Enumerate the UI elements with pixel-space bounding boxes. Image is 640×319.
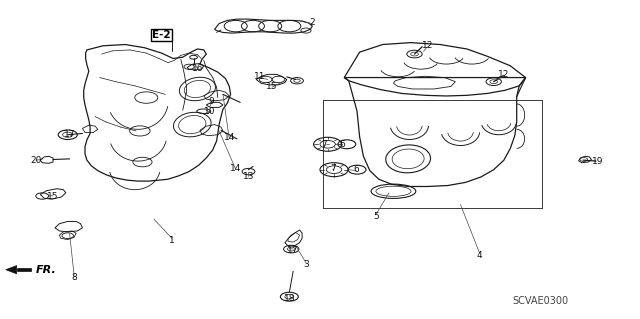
Text: 14: 14 <box>223 133 235 142</box>
Text: 12: 12 <box>498 70 509 79</box>
Text: E-2: E-2 <box>152 30 171 40</box>
Text: 13: 13 <box>243 173 254 182</box>
Text: 14: 14 <box>230 164 241 173</box>
Text: 3: 3 <box>303 260 309 270</box>
Text: 19: 19 <box>592 157 604 166</box>
Text: 1: 1 <box>169 236 175 245</box>
Text: FR.: FR. <box>36 265 56 275</box>
Polygon shape <box>6 266 17 274</box>
Text: 15: 15 <box>266 82 278 91</box>
Text: SCVAE0300: SCVAE0300 <box>512 296 568 306</box>
Text: 9: 9 <box>209 97 214 106</box>
Text: 16: 16 <box>191 63 203 72</box>
Text: 17: 17 <box>64 130 76 139</box>
Text: 8: 8 <box>71 273 77 282</box>
Text: 10: 10 <box>204 108 216 116</box>
Text: 6: 6 <box>353 165 359 174</box>
Text: 7: 7 <box>330 164 335 173</box>
Polygon shape <box>17 268 31 271</box>
Text: 18: 18 <box>284 294 295 303</box>
Text: 20: 20 <box>30 156 42 165</box>
Text: 11: 11 <box>254 72 266 81</box>
Text: 4: 4 <box>477 251 483 260</box>
Text: 17: 17 <box>287 246 299 255</box>
Text: 6: 6 <box>339 140 345 149</box>
Text: 15: 15 <box>47 192 59 202</box>
Text: 2: 2 <box>310 19 315 27</box>
Text: 12: 12 <box>422 41 433 50</box>
Text: 7: 7 <box>321 140 327 149</box>
Text: 5: 5 <box>373 212 379 221</box>
